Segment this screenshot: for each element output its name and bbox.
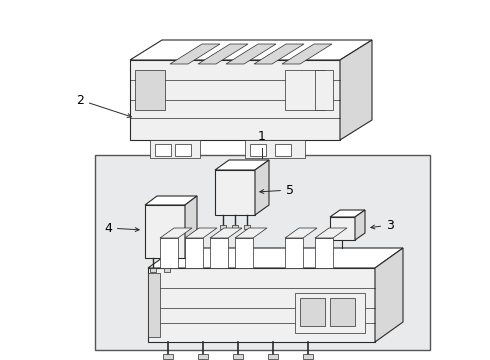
Bar [145, 205, 185, 258]
Bar [285, 70, 325, 110]
Bar [250, 144, 266, 156]
Polygon shape [198, 44, 248, 64]
Bar [155, 144, 171, 156]
Bar [268, 354, 278, 359]
Polygon shape [226, 44, 276, 64]
Bar [300, 298, 325, 326]
Text: 1: 1 [258, 130, 266, 143]
Bar [185, 238, 203, 268]
Bar [163, 354, 173, 359]
Polygon shape [282, 44, 332, 64]
Bar [148, 268, 375, 342]
Bar [233, 354, 243, 359]
Bar [275, 144, 291, 156]
Polygon shape [130, 40, 372, 60]
Polygon shape [160, 228, 192, 238]
Polygon shape [330, 210, 365, 217]
Bar [220, 225, 226, 229]
Bar [148, 273, 160, 337]
Bar [215, 170, 255, 215]
Bar [150, 140, 200, 158]
Polygon shape [315, 228, 347, 238]
Polygon shape [185, 196, 197, 258]
Polygon shape [355, 210, 365, 240]
Bar [175, 144, 191, 156]
Bar [330, 298, 355, 326]
Polygon shape [255, 160, 269, 215]
Bar [235, 238, 253, 268]
Bar [303, 354, 313, 359]
Polygon shape [340, 40, 372, 140]
Bar [164, 268, 170, 272]
Polygon shape [235, 228, 267, 238]
Bar [198, 354, 208, 359]
Bar [315, 238, 333, 268]
Bar [244, 225, 250, 229]
Polygon shape [215, 160, 269, 170]
Text: 5: 5 [260, 184, 294, 197]
Bar [295, 293, 365, 333]
Polygon shape [185, 228, 217, 238]
Polygon shape [210, 228, 242, 238]
Bar [150, 268, 156, 272]
Text: 3: 3 [371, 219, 394, 231]
Polygon shape [170, 44, 220, 64]
Text: 2: 2 [76, 94, 131, 117]
Polygon shape [145, 196, 197, 205]
Bar [330, 217, 355, 240]
Bar [285, 238, 303, 268]
Polygon shape [285, 228, 317, 238]
Text: 4: 4 [104, 221, 139, 234]
Polygon shape [375, 248, 403, 342]
Polygon shape [148, 248, 403, 268]
Bar [160, 238, 178, 268]
Bar [135, 70, 165, 110]
Bar [315, 70, 333, 110]
Bar [95, 155, 430, 350]
Bar [245, 140, 305, 158]
Polygon shape [130, 60, 340, 140]
Polygon shape [254, 44, 304, 64]
Bar [232, 225, 238, 229]
Bar [210, 238, 228, 268]
